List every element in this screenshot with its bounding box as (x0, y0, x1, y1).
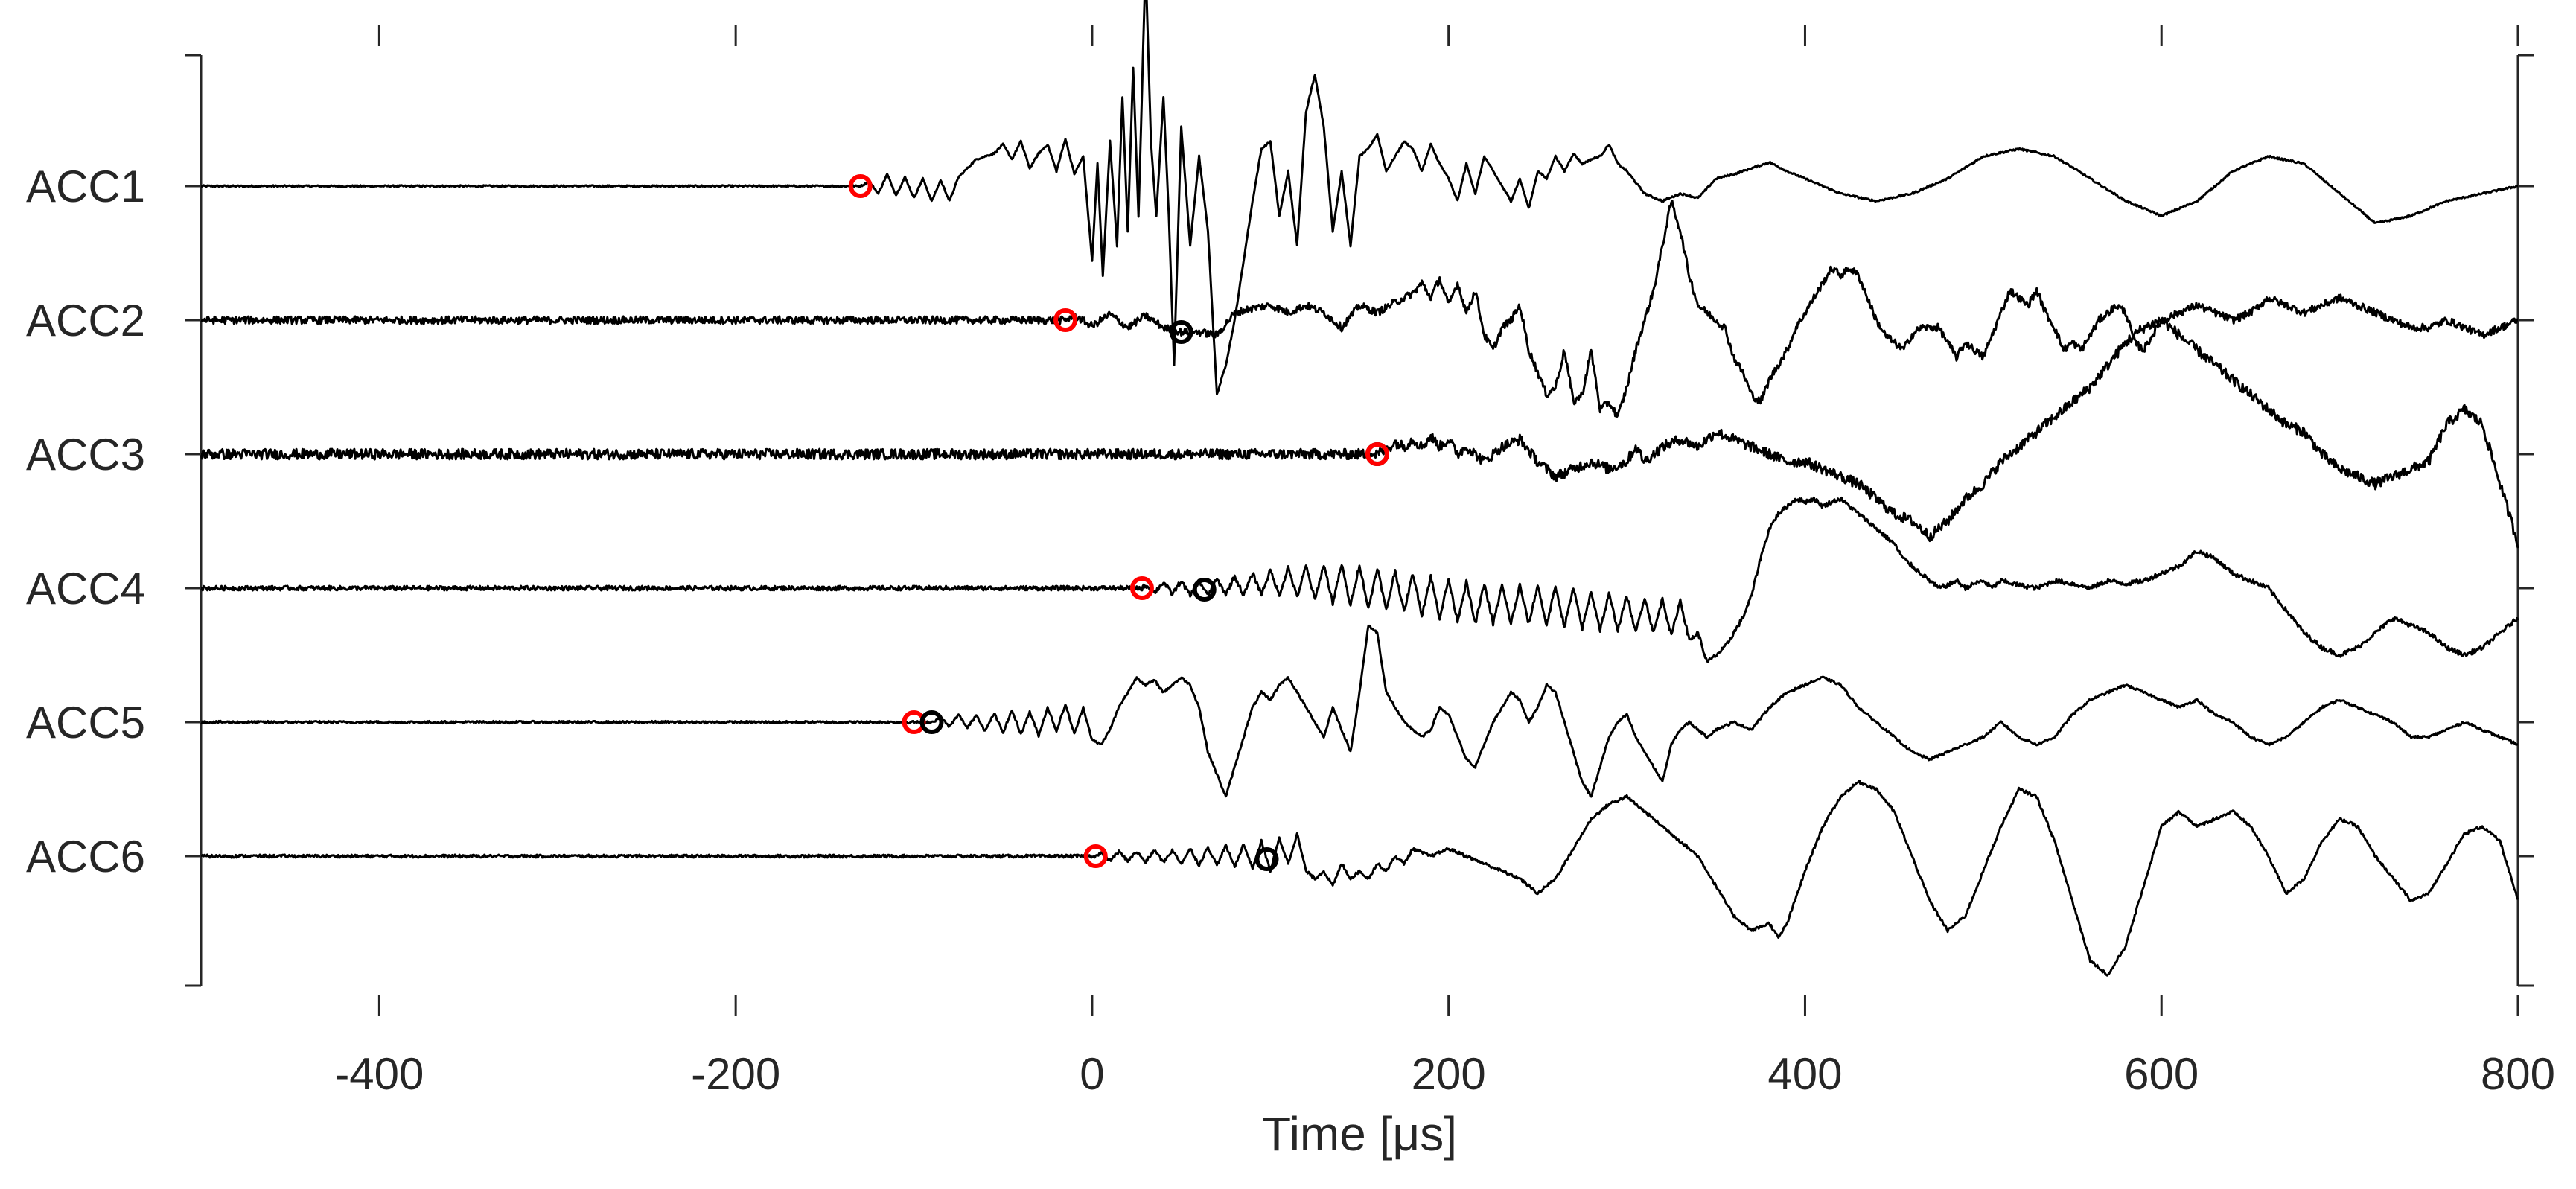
trace-acc5 (200, 624, 2519, 798)
trace-acc4 (200, 496, 2519, 663)
pick-marker-acc3-red (1365, 442, 1389, 466)
x-tick-label: 400 (1767, 1049, 1842, 1099)
channel-label-acc6: ACC6 (26, 832, 145, 882)
pick-marker-acc1-red (848, 174, 873, 198)
x-axis-title: Time [μs] (1262, 1107, 1457, 1161)
channel-label-acc2: ACC2 (26, 296, 145, 345)
trace-acc3 (200, 316, 2519, 549)
x-tick-label: -200 (691, 1049, 780, 1099)
channel-label-acc4: ACC4 (26, 564, 145, 613)
pick-marker-acc5-black (919, 710, 944, 734)
x-tick-label: 0 (1080, 1049, 1104, 1099)
pick-marker-acc4-red (1129, 576, 1154, 600)
x-tick-labels-group: -400 -200 0 200 400 600 800 (334, 1049, 2555, 1099)
x-tick-label: 200 (1412, 1049, 1486, 1099)
ticks-group (185, 25, 2534, 1016)
x-tick-label: 800 (2481, 1049, 2555, 1099)
pick-marker-acc6-red (1083, 844, 1108, 868)
pick-marker-acc4-black (1192, 578, 1217, 602)
y-labels-group: ACC1 ACC2 ACC3 ACC4 ACC5 ACC6 (26, 162, 145, 882)
channel-label-acc5: ACC5 (26, 698, 145, 747)
x-tick-label: -400 (334, 1049, 424, 1099)
channel-label-acc1: ACC1 (26, 162, 145, 211)
traces-group (200, 0, 2519, 977)
trace-acc6 (200, 780, 2519, 977)
pick-marker-acc6-black (1254, 847, 1279, 871)
trace-acc2 (200, 200, 2519, 418)
picks-group (848, 174, 1389, 871)
x-tick-label: 600 (2124, 1049, 2199, 1099)
pick-marker-acc2-black (1169, 320, 1193, 344)
channel-label-acc3: ACC3 (26, 430, 145, 479)
trace-acc1 (200, 0, 2519, 395)
pick-marker-acc2-red (1053, 308, 1078, 332)
